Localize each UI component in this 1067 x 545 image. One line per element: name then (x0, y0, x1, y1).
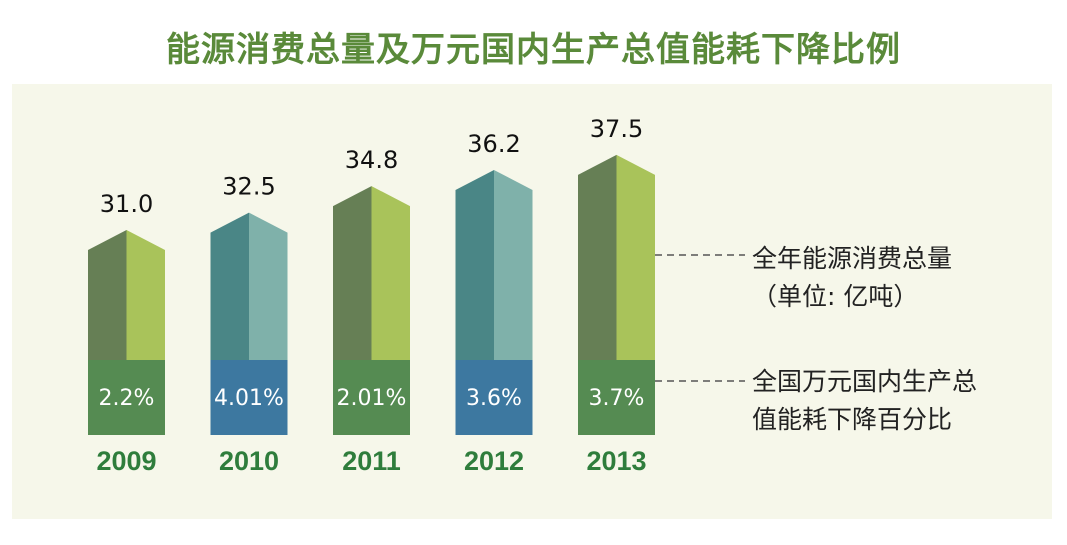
bar-right-face (126, 230, 165, 360)
value-label: 32.5 (222, 173, 275, 201)
percent-label: 3.7% (589, 386, 645, 411)
year-label: 2012 (464, 446, 524, 476)
legend-consumption: 全年能源消费总量 （单位: 亿吨） (752, 240, 952, 316)
bar-base (210, 360, 288, 435)
year-label: 2010 (219, 446, 279, 476)
percent-label: 3.6% (466, 386, 522, 411)
legend-consumption-line1: 全年能源消费总量 (752, 244, 953, 273)
bar-right-face (249, 212, 288, 360)
bar-right-face (494, 169, 533, 360)
year-label: 2009 (96, 446, 156, 476)
percent-label: 4.01% (214, 386, 284, 411)
bar-right-face (371, 186, 410, 360)
bar-left-face (455, 169, 494, 360)
legend-decline-line2: 值能耗下降百分比 (752, 405, 953, 434)
percent-label: 2.2% (99, 386, 155, 411)
year-label: 2013 (586, 446, 646, 476)
value-label: 36.2 (467, 130, 520, 158)
bar-base (88, 360, 165, 435)
bar-base (455, 360, 533, 435)
percent-label: 2.01% (337, 386, 407, 411)
bar-right-face (616, 154, 655, 360)
value-label: 34.8 (345, 146, 398, 174)
bar-base (578, 360, 655, 435)
bar-left-face (88, 230, 127, 360)
legend-decline-line1: 全国万元国内生产总 (752, 367, 978, 396)
bar-left-face (578, 154, 617, 360)
bar-left-face (210, 212, 249, 360)
value-label: 31.0 (100, 190, 153, 218)
chart-title: 能源消费总量及万元国内生产总值能耗下降比例 (166, 30, 901, 70)
legend-decline: 全国万元国内生产总 值能耗下降百分比 (752, 363, 977, 439)
year-label: 2011 (342, 446, 401, 476)
bar-left-face (333, 186, 372, 360)
value-label: 37.5 (590, 115, 643, 143)
legend-consumption-line2: （单位: 亿吨） (752, 282, 919, 311)
bar-base (333, 360, 410, 435)
